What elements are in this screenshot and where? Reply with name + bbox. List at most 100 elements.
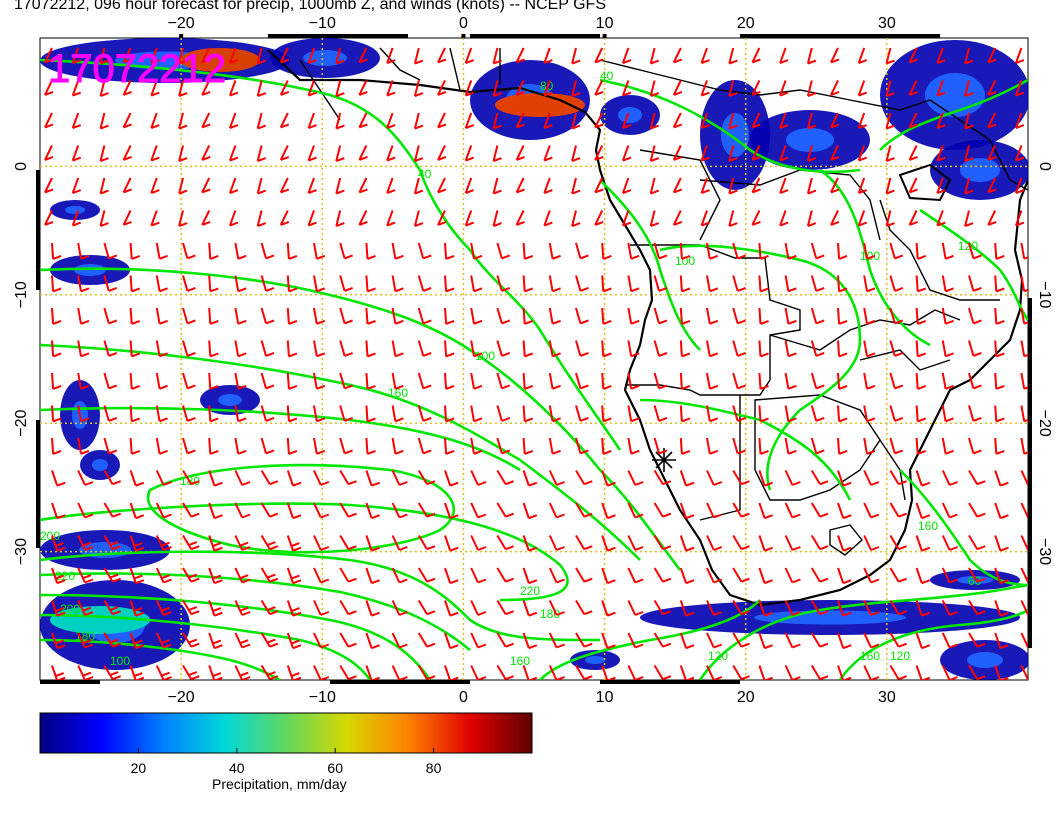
wind-barb <box>71 47 82 64</box>
wind-barb <box>751 112 761 129</box>
wind-barb <box>358 210 368 226</box>
contour-line <box>819 168 931 347</box>
wind-barb <box>758 600 773 617</box>
wind-barb <box>653 534 672 551</box>
wind-barb <box>417 307 432 325</box>
wind-barb <box>889 664 907 680</box>
wind-barb <box>178 80 188 97</box>
wind-barb <box>155 665 172 680</box>
precip-patch-core <box>218 394 242 406</box>
wind-barb <box>228 112 239 129</box>
wind-barb <box>386 47 396 64</box>
wind-barb <box>71 210 82 227</box>
wind-barb <box>313 470 330 486</box>
wind-barb <box>260 567 279 583</box>
wind-barb <box>437 210 447 226</box>
wind-barb <box>365 665 380 680</box>
edge-bar <box>880 34 940 38</box>
wind-barb <box>889 469 907 486</box>
wind-barb <box>594 80 604 96</box>
wind-barb <box>129 502 145 520</box>
wind-barb <box>182 242 196 260</box>
wind-barb <box>601 535 616 552</box>
wind-barb <box>515 210 525 226</box>
wind-barb <box>155 632 172 649</box>
wind-barb <box>129 340 141 358</box>
wind-barb <box>653 307 668 325</box>
wind-barb <box>286 242 298 260</box>
wind-barb <box>201 80 211 96</box>
wind-barb <box>889 275 904 292</box>
wind-barb <box>575 372 589 390</box>
wind-barb <box>857 177 868 194</box>
colorbar-label: Precipitation, mm/day <box>212 776 347 792</box>
wind-barb <box>806 112 817 130</box>
wind-barb <box>391 307 404 325</box>
wind-barb <box>863 470 880 486</box>
wind-barb <box>548 665 565 680</box>
wind-barb <box>653 599 672 616</box>
wind-barb <box>968 372 982 390</box>
wind-barb <box>515 80 525 96</box>
wind-barb <box>413 80 424 97</box>
wind-barb <box>417 534 436 551</box>
wind-barb <box>150 177 160 194</box>
wind-barb <box>522 437 534 455</box>
wind-barb <box>649 112 660 130</box>
wind-barb <box>444 470 459 487</box>
wind-barb <box>279 112 290 129</box>
wind-barb <box>571 112 581 130</box>
wind-barb <box>732 275 746 292</box>
wind-barb <box>44 47 54 64</box>
wind-barb <box>122 145 132 161</box>
wind-barb <box>464 47 475 64</box>
wind-barb <box>155 405 168 423</box>
wind-barb <box>492 177 502 195</box>
wind-barb <box>679 242 691 260</box>
wind-barb <box>208 340 219 358</box>
wind-barb <box>1020 372 1028 390</box>
wind-barb <box>470 502 487 519</box>
wind-barb <box>601 340 612 358</box>
wind-barb <box>464 177 475 194</box>
wind-barb <box>150 112 160 129</box>
wind-barb <box>260 534 279 551</box>
wind-barb <box>548 405 561 423</box>
wind-barb <box>779 145 789 162</box>
wind-barb <box>915 535 931 552</box>
wind-barb <box>810 340 825 357</box>
wind-barb <box>208 437 219 455</box>
precip-patch-core <box>957 576 993 584</box>
wind-barb <box>260 437 275 455</box>
wind-barb <box>496 469 514 486</box>
contour-label: 100 <box>110 654 130 668</box>
wind-barb <box>830 145 840 161</box>
wind-barb <box>837 632 852 650</box>
wind-barb <box>470 632 487 649</box>
wind-barb <box>51 242 62 260</box>
wind-barb <box>496 372 511 390</box>
wind-barb <box>470 437 483 455</box>
wind-barb <box>915 437 927 455</box>
wind-barb <box>987 112 997 129</box>
wind-barb <box>601 405 612 423</box>
wind-barb <box>706 437 719 455</box>
wind-barb <box>99 210 109 227</box>
wind-barb <box>575 469 593 486</box>
wind-barb <box>784 600 801 616</box>
wind-barb <box>915 665 931 680</box>
wind-barb <box>728 112 738 130</box>
contour-line <box>838 608 1028 680</box>
contour-line <box>698 583 1028 680</box>
wind-barb <box>313 437 326 455</box>
wind-barb <box>679 470 695 487</box>
wind-barb <box>706 405 719 423</box>
wind-barb <box>1020 665 1028 680</box>
wind-barb <box>751 80 761 96</box>
wind-barb <box>837 242 848 260</box>
wind-barb <box>496 307 511 325</box>
wind-barb <box>51 502 66 520</box>
lon-tick-label-bottom: −20 <box>168 689 195 706</box>
wind-barb <box>313 535 330 551</box>
wind-barb <box>751 177 761 194</box>
